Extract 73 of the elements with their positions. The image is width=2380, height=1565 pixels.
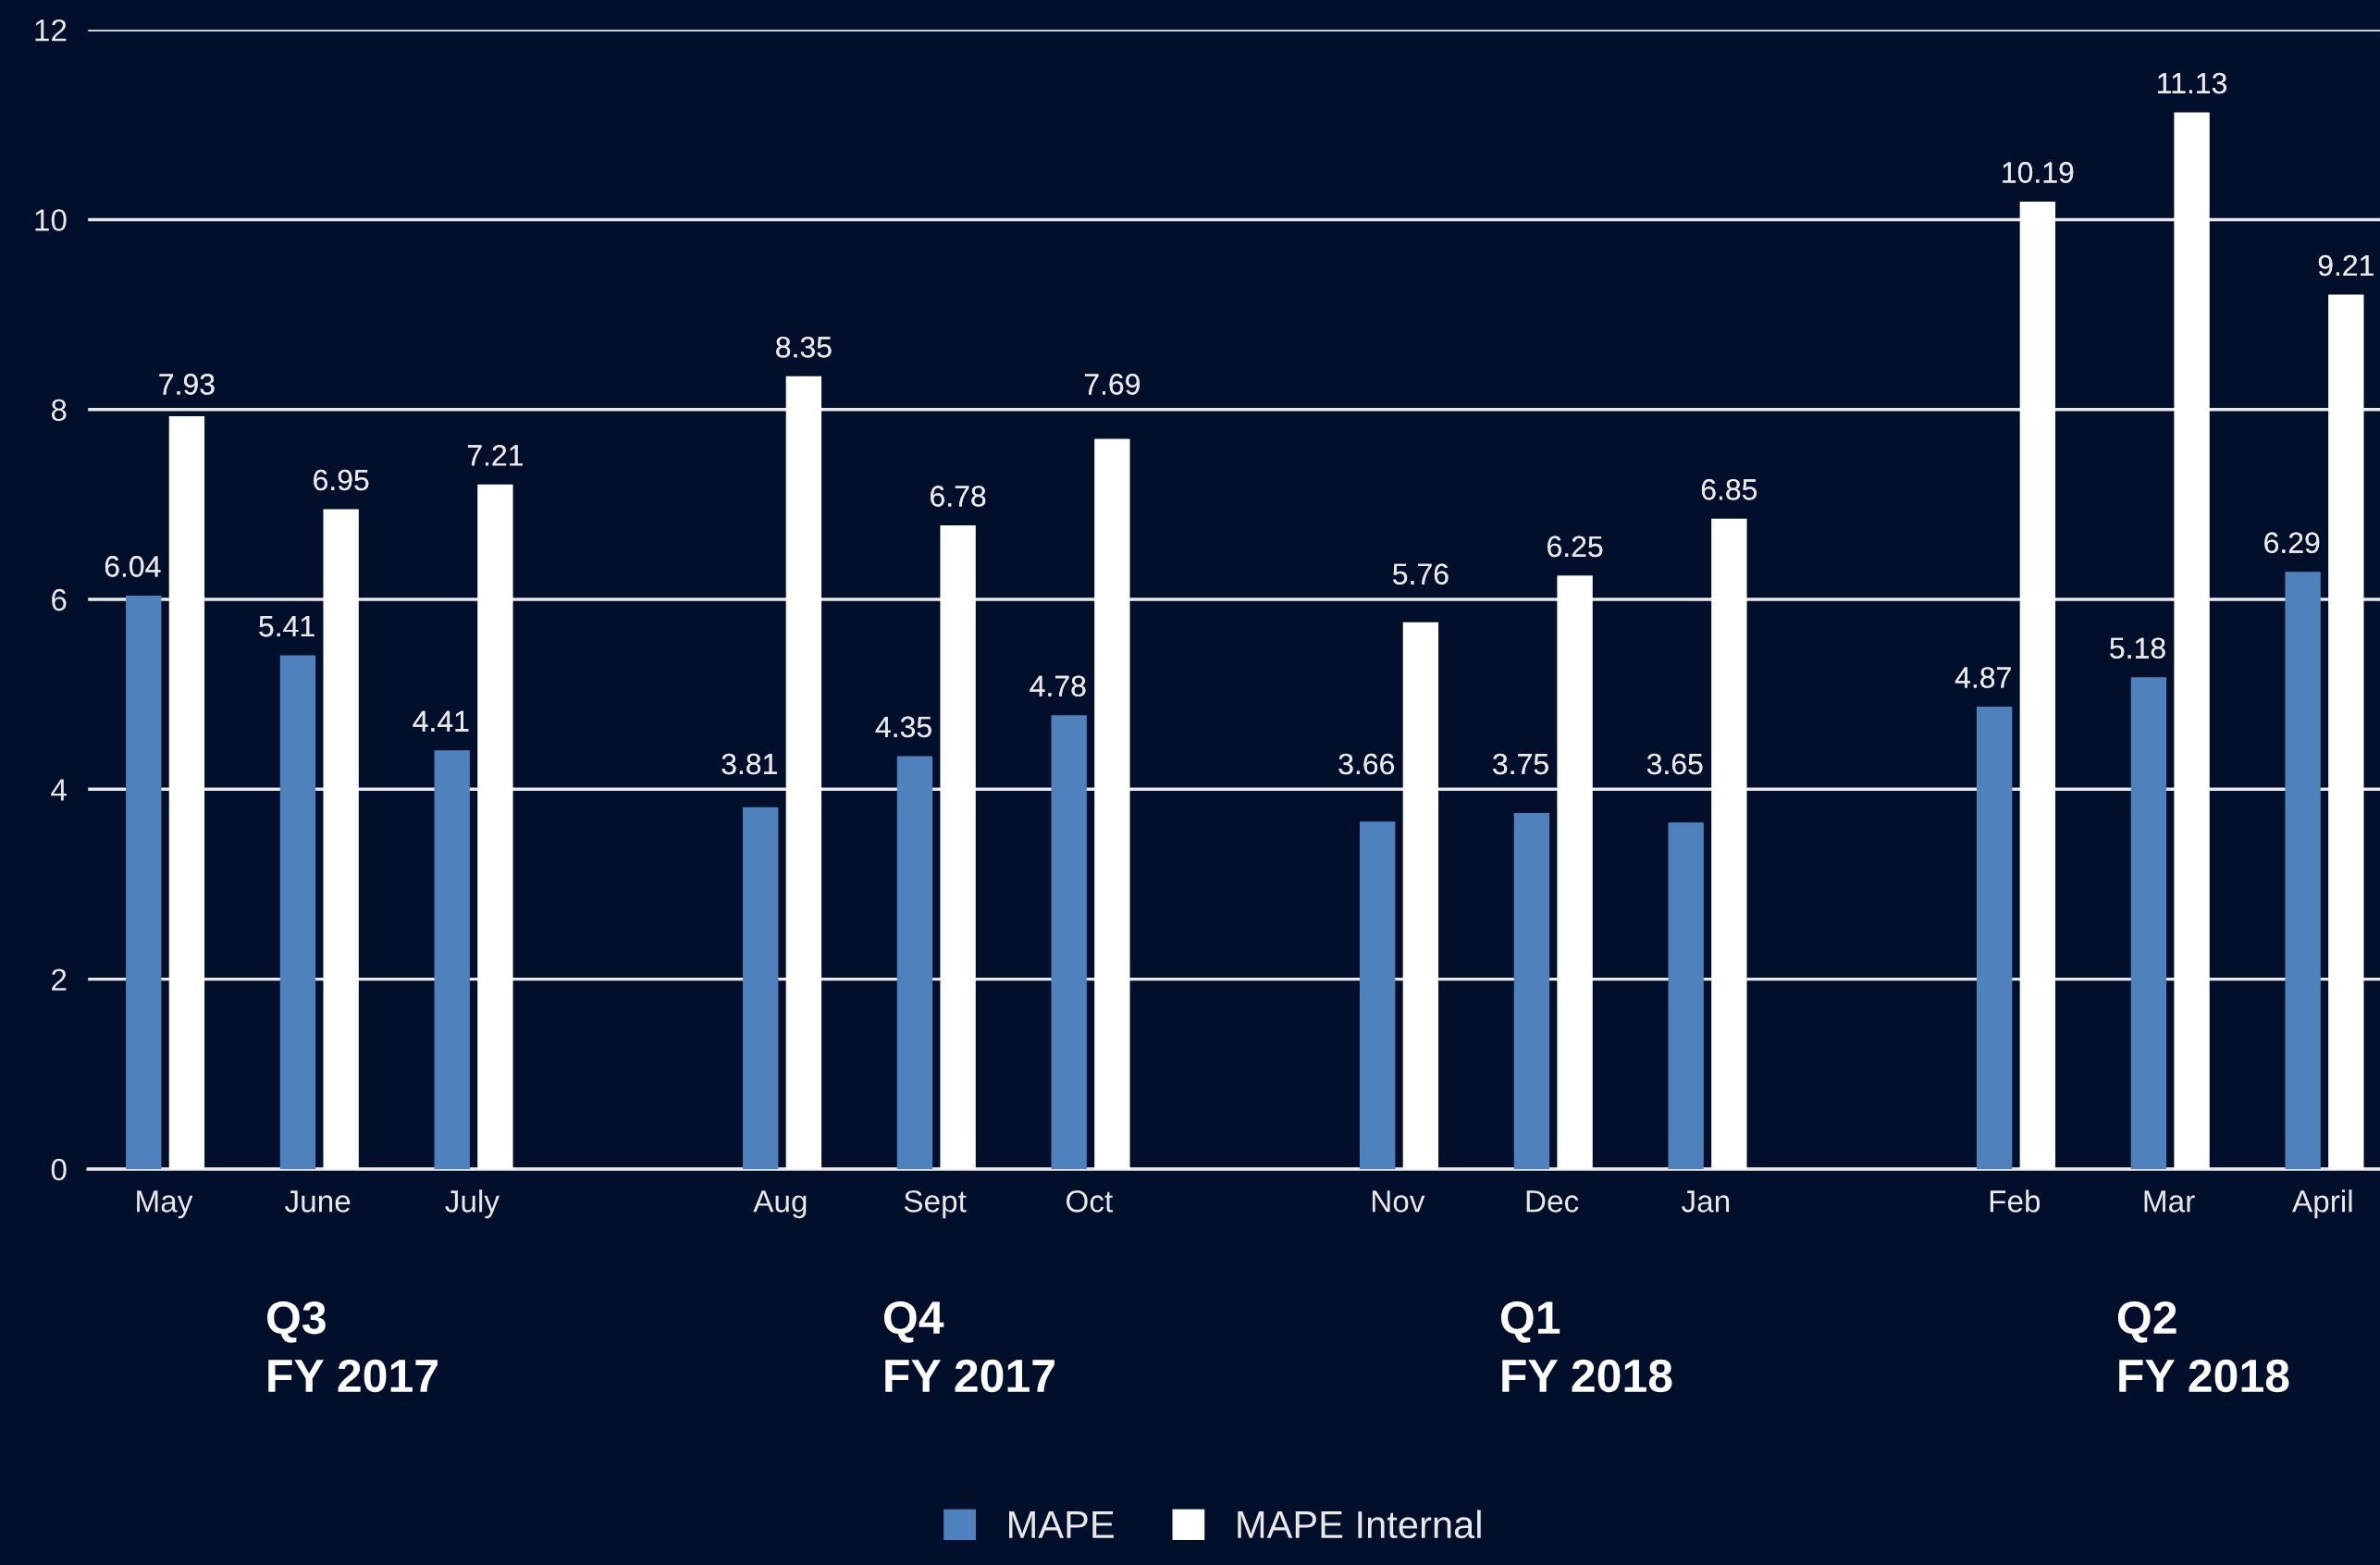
data-label: 7.21 bbox=[467, 445, 523, 466]
data-label: 6.85 bbox=[1701, 478, 1757, 500]
bar bbox=[168, 415, 205, 1169]
bar bbox=[2019, 201, 2056, 1169]
text: Q2 FY 2018 bbox=[2117, 1300, 2289, 1393]
bar bbox=[896, 756, 933, 1169]
x-tick-label: May bbox=[137, 1190, 193, 1219]
data-label: 6.29 bbox=[2264, 532, 2320, 554]
data-label: 3.75 bbox=[1493, 753, 1548, 775]
data-label: 5.76 bbox=[1393, 563, 1449, 585]
y-tick-label: 10 bbox=[35, 209, 67, 231]
bar bbox=[279, 655, 316, 1169]
x-tick-label: Oct bbox=[1067, 1190, 1114, 1213]
x-tick-label: Nov bbox=[1372, 1190, 1425, 1213]
bar bbox=[1402, 622, 1439, 1169]
legend-label: MAPE Internal bbox=[1238, 1510, 1481, 1539]
data-label: 6.04 bbox=[105, 556, 161, 577]
data-label: 7.69 bbox=[1084, 374, 1140, 395]
data-label: 9.21 bbox=[2318, 254, 2374, 277]
legend-label: MAPE bbox=[1009, 1511, 1114, 1538]
x-tick-label: Aug bbox=[753, 1190, 807, 1219]
data-label: 8.35 bbox=[776, 336, 832, 358]
bar bbox=[785, 376, 822, 1169]
bar bbox=[1360, 821, 1396, 1169]
data-label: 10.19 bbox=[2003, 162, 2074, 183]
data-label: 6.78 bbox=[931, 486, 986, 507]
data-label: 5.18 bbox=[2110, 637, 2165, 659]
bar bbox=[1557, 575, 1593, 1169]
data-label: 4.35 bbox=[875, 716, 931, 738]
y-tick-label: 0 bbox=[51, 1158, 67, 1181]
text: Q4 FY 2017 bbox=[883, 1300, 1054, 1393]
data-label: 3.81 bbox=[721, 753, 777, 775]
bar bbox=[743, 807, 779, 1169]
bar bbox=[1976, 707, 2013, 1169]
data-label: 6.95 bbox=[314, 469, 369, 491]
text: Q3 FY 2017 bbox=[267, 1300, 438, 1393]
data-label: 4.87 bbox=[1955, 667, 2011, 688]
data-label: 7.93 bbox=[159, 374, 215, 395]
bar bbox=[477, 484, 513, 1169]
data-label: 5.41 bbox=[259, 616, 314, 637]
bar bbox=[940, 524, 976, 1169]
bar bbox=[1711, 518, 1747, 1169]
data-label: 3.65 bbox=[1646, 753, 1703, 775]
bar bbox=[2328, 294, 2364, 1169]
bar bbox=[434, 750, 470, 1169]
x-tick-label: Mar bbox=[2144, 1190, 2195, 1213]
y-tick-label: 4 bbox=[51, 779, 67, 801]
data-label: 4.78 bbox=[1030, 675, 1086, 697]
data-label: 11.13 bbox=[2158, 72, 2226, 94]
bar bbox=[1094, 438, 1130, 1169]
x-tick-label: Feb bbox=[1990, 1189, 2041, 1213]
bar bbox=[2174, 112, 2210, 1169]
data-label: 4.41 bbox=[413, 710, 469, 732]
bar bbox=[2285, 572, 2321, 1169]
bar bbox=[1513, 812, 1550, 1169]
y-tick-label: 12 bbox=[35, 18, 67, 42]
bar bbox=[2130, 677, 2167, 1169]
data-label: 3.66 bbox=[1338, 753, 1394, 775]
x-tick-label: June bbox=[285, 1190, 351, 1213]
x-tick-label: July bbox=[445, 1189, 499, 1219]
bar bbox=[126, 595, 162, 1169]
y-tick-label: 8 bbox=[51, 399, 67, 422]
bar bbox=[1668, 822, 1704, 1169]
data-label: 6.25 bbox=[1548, 536, 1603, 558]
x-tick-label: April bbox=[2292, 1189, 2352, 1219]
bar bbox=[1051, 715, 1087, 1169]
text: Q1 FY 2018 bbox=[1500, 1300, 1672, 1393]
x-tick-label: Dec bbox=[1526, 1190, 1579, 1213]
bar bbox=[323, 509, 359, 1169]
x-tick-label: Jan bbox=[1681, 1190, 1730, 1213]
y-tick-label: 2 bbox=[52, 968, 67, 991]
x-tick-label: Sept bbox=[904, 1190, 967, 1219]
y-tick-label: 6 bbox=[52, 588, 67, 611]
